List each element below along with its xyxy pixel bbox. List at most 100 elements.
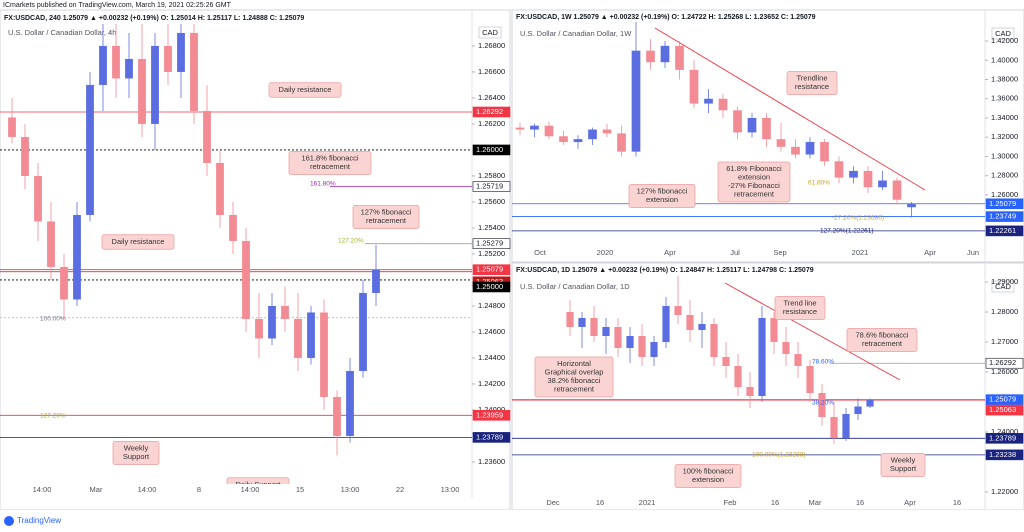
candle-body xyxy=(704,98,713,104)
candle-body xyxy=(47,221,55,267)
x-tick-label: 2020 xyxy=(597,248,614,257)
candle-body xyxy=(776,139,786,147)
price-tag-label: 1.23959 xyxy=(476,410,503,419)
candle-body xyxy=(830,416,838,438)
candle-body xyxy=(359,292,367,371)
price-tag-label: 1.25079 xyxy=(476,265,503,274)
y-tick-label: 1.26200 xyxy=(478,119,505,128)
candle-body xyxy=(86,84,94,215)
x-tick-label: Apr xyxy=(904,498,916,507)
annotation-text: Daily resistance xyxy=(279,85,332,94)
chart-header: FX:USDCAD, 240 1.25079 ▲ +0.00232 (+0.19… xyxy=(4,15,304,22)
price-tag xyxy=(472,144,511,156)
annotation-text: Daily Support xyxy=(235,480,281,489)
fib-label: 38.20% xyxy=(812,400,834,407)
y-tick-label: 1.26000 xyxy=(991,367,1018,376)
candle-body xyxy=(646,50,655,63)
fib-label: 78.60% xyxy=(812,359,834,366)
x-tick-label: 16 xyxy=(953,498,961,507)
candle-body xyxy=(746,386,754,396)
annotation-text: extension xyxy=(738,173,770,182)
candle-body xyxy=(791,146,800,155)
candle-body xyxy=(602,326,610,336)
y-tick-label: 1.22000 xyxy=(991,487,1018,496)
candle-body xyxy=(346,370,354,436)
annotation-text: 161.8% fibonacci xyxy=(301,154,358,163)
y-tick-label: 1.24000 xyxy=(478,405,505,414)
price-tag-label: 1.25063 xyxy=(989,405,1016,414)
candle-body xyxy=(686,314,694,330)
x-tick-label: 16 xyxy=(856,498,864,507)
price-tag-label: 1.23238 xyxy=(989,450,1016,459)
fib-label: 161.80% xyxy=(310,181,336,188)
x-tick-label: 14:00 xyxy=(241,485,260,494)
price-tag-label: 1.23749 xyxy=(989,212,1016,221)
annotation-text: Trendline xyxy=(797,74,828,83)
candle-body xyxy=(242,240,250,319)
annotation: Daily resistance xyxy=(268,82,342,98)
chart-header: FX:USDCAD, 1D 1.25079 ▲ +0.00232 (+0.19%… xyxy=(516,267,814,274)
y-tick-label: 1.28000 xyxy=(991,307,1018,316)
candle-body xyxy=(229,214,237,241)
x-tick-label: 13:00 xyxy=(441,485,460,494)
y-tick-label: 1.38000 xyxy=(991,74,1018,83)
candle-body xyxy=(125,58,133,79)
candle-body xyxy=(573,139,583,143)
price-tag-label: 1.26292 xyxy=(476,107,503,116)
price-tag-label: 1.26292 xyxy=(989,358,1016,367)
candle-body xyxy=(849,170,858,178)
annotation-box xyxy=(352,205,420,229)
x-tick-label: 2021 xyxy=(852,248,869,257)
candle-body xyxy=(638,335,646,357)
annotation-text: Graphical overlap xyxy=(545,368,604,377)
x-tick-label: 14:00 xyxy=(138,485,157,494)
footer-bg xyxy=(0,510,1024,532)
y-tick-label: 1.26600 xyxy=(478,67,505,76)
price-tag-label: 1.25000 xyxy=(476,282,503,291)
currency-box xyxy=(478,26,502,39)
annotation-box xyxy=(846,328,918,352)
candle-body xyxy=(734,365,742,387)
x-tick-label: Mar xyxy=(809,498,822,507)
candle-body xyxy=(8,117,16,137)
candle-body xyxy=(818,392,826,417)
annotation-box xyxy=(226,477,290,484)
candle-body xyxy=(794,353,802,366)
annotation-text: retracement xyxy=(862,339,903,348)
y-tick-label: 1.26000 xyxy=(991,190,1018,199)
annotation-text: -27% Fibonacci xyxy=(728,181,780,190)
annotation-box xyxy=(786,71,838,95)
price-tag-label: 1.25063 xyxy=(476,277,503,286)
annotation-text: Weekly xyxy=(124,444,149,453)
candle-body xyxy=(544,125,554,137)
y-tick-label: 1.26800 xyxy=(478,41,505,50)
annotation-text: retracement xyxy=(734,190,775,199)
currency-box xyxy=(991,280,1015,293)
annotation-box xyxy=(112,441,160,465)
y-tick-label: 1.25400 xyxy=(478,223,505,232)
y-tick-label: 1.25200 xyxy=(478,249,505,258)
candle-body xyxy=(834,161,844,178)
annotation-text: Weekly xyxy=(891,456,916,465)
annotation-text: 127% fibonacci xyxy=(361,208,412,217)
chart-header: FX:USDCAD, 1W 1.25079 ▲ +0.00232 (+0.19%… xyxy=(516,14,816,21)
candle-body xyxy=(190,32,198,111)
y-tick-label: 1.36000 xyxy=(991,94,1018,103)
candle-body xyxy=(805,142,815,155)
fib-label: 61.80% xyxy=(808,180,830,187)
candle-body xyxy=(626,335,634,348)
y-tick-label: 1.23600 xyxy=(478,457,505,466)
candle-body xyxy=(892,180,902,200)
annotation-text: extension xyxy=(692,475,724,484)
price-tag xyxy=(985,433,1024,444)
y-tick-label: 1.34000 xyxy=(991,113,1018,122)
trendline xyxy=(654,27,926,191)
price-tag-label: 1.23789 xyxy=(476,432,503,441)
candle-body xyxy=(806,365,814,393)
candle-body xyxy=(21,136,29,176)
